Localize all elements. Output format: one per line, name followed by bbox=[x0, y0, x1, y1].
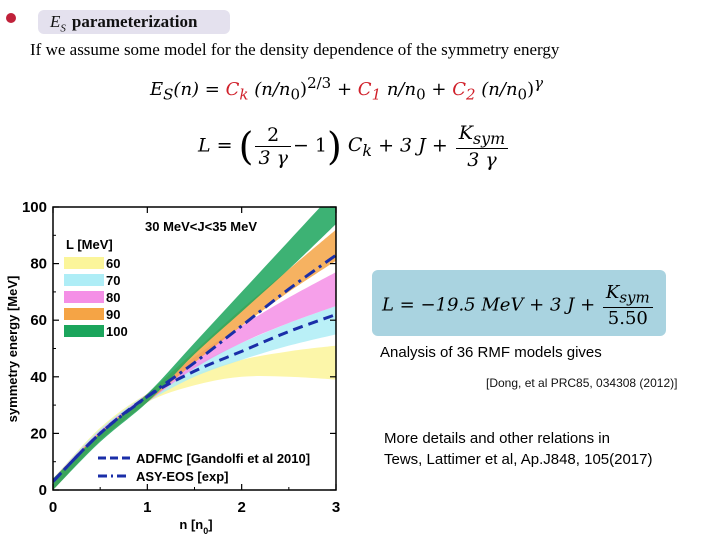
y-tick-label: 100 bbox=[22, 199, 47, 216]
title-rest: parameterization bbox=[71, 12, 198, 31]
legend: 60 70 80 90 100 bbox=[64, 256, 128, 339]
band-L100 bbox=[53, 207, 336, 490]
lines-layer bbox=[53, 253, 336, 483]
bands-layer bbox=[53, 207, 336, 490]
line-legend-label: ADFMC [Gandolfi et al 2010] bbox=[136, 451, 310, 466]
chart-annotation: 30 MeV<J<35 MeV bbox=[145, 219, 257, 234]
legend-label-L70: 70 bbox=[106, 273, 120, 288]
more-details-line-2: Tews, Lattimer et al, Ap.J848, 105(2017) bbox=[384, 451, 653, 468]
title-symbol: ES bbox=[50, 12, 66, 35]
y-tick-label: 80 bbox=[30, 256, 47, 273]
legend-label-L100: 100 bbox=[106, 324, 128, 339]
y-tick-label: 40 bbox=[30, 369, 47, 386]
rmf-equation: L = −19.5 MeV + 3 J + Ksym 5.50 bbox=[382, 282, 655, 329]
title-background bbox=[38, 10, 230, 34]
result-box bbox=[372, 270, 666, 336]
legend-label-L60: 60 bbox=[106, 256, 120, 271]
line-legend: ADFMC [Gandolfi et al 2010] ASY-EOS [exp] bbox=[98, 451, 310, 484]
more-details: More details and other relations in Tews… bbox=[384, 428, 652, 470]
coef-c1: C1 bbox=[357, 79, 382, 104]
coef-ck: Ck bbox=[225, 79, 249, 104]
x-tick-label: 1 bbox=[143, 499, 151, 516]
citation: [Dong, et al PRC85, 034308 (2012)] bbox=[486, 376, 678, 390]
equation-es: ES(n) = Ck (n/n0)2/3 + C1 n/n0 + C2 (n/n… bbox=[150, 74, 544, 104]
coef-c2: C2 bbox=[452, 79, 476, 104]
legend-swatch-L60 bbox=[64, 257, 104, 269]
y-tick-label: 60 bbox=[30, 312, 47, 329]
fraction-ksym-over-5-50: Ksym 5.50 bbox=[602, 282, 653, 329]
legend-swatch-L100 bbox=[64, 325, 104, 337]
ticks-layer: 0 1 2 3 0 20 40 60 80 100 bbox=[22, 199, 340, 516]
line-legend-label: ASY-EOS [exp] bbox=[136, 469, 228, 484]
y-tick-label: 20 bbox=[30, 425, 47, 442]
band-L70 bbox=[53, 306, 336, 490]
legend-swatch-L70 bbox=[64, 274, 104, 286]
legend-label-L80: 80 bbox=[106, 290, 120, 305]
x-tick-label: 2 bbox=[237, 499, 245, 516]
x-tick-label: 0 bbox=[49, 499, 57, 516]
symmetry-energy-chart: 0 1 2 3 0 20 40 60 80 100 30 MeV<J<35 MeV L [MeV]… bbox=[5, 199, 340, 536]
band-L90 bbox=[53, 229, 336, 490]
slide-title: ES parameterization bbox=[50, 12, 197, 34]
legend-swatch-L90 bbox=[64, 308, 104, 320]
line-asy-eos bbox=[53, 253, 336, 483]
bullet-icon bbox=[6, 13, 16, 23]
fraction-ksym-over-three-gamma: Ksym 3 γ bbox=[455, 122, 509, 171]
legend-swatch-L80 bbox=[64, 291, 104, 303]
more-details-line-1: More details and other relations in bbox=[384, 430, 610, 447]
y-tick-label: 0 bbox=[39, 482, 47, 499]
equation-l: L = (2 3 γ − 1) Ck + 3 J + Ksym 3 γ bbox=[198, 122, 510, 171]
intro-text: If we assume some model for the density … bbox=[30, 40, 560, 59]
y-axis-label: symmetry energy [MeV] bbox=[5, 276, 20, 423]
band-L80 bbox=[53, 272, 336, 490]
x-axis-label: n [n0] bbox=[179, 517, 212, 536]
analysis-text: Analysis of 36 RMF models gives bbox=[380, 344, 602, 361]
legend-label-L90: 90 bbox=[106, 307, 120, 322]
legend-title: L [MeV] bbox=[66, 237, 113, 252]
x-tick-label: 3 bbox=[332, 499, 340, 516]
